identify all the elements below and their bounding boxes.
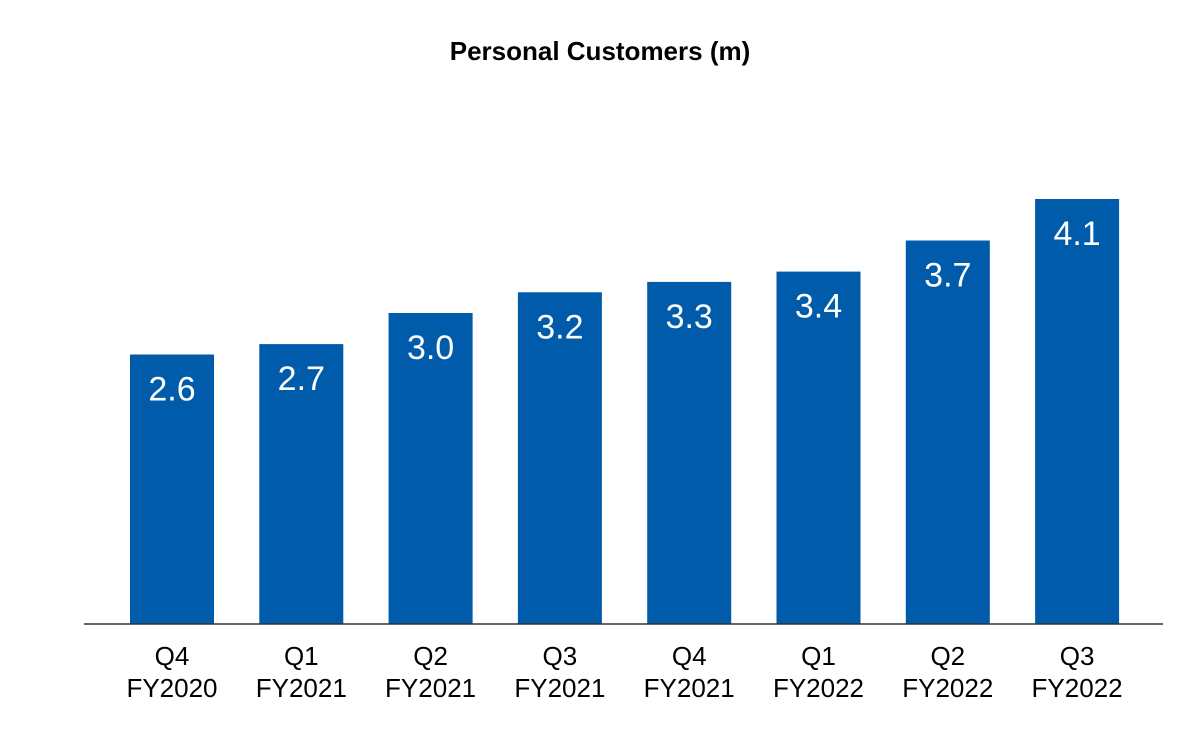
bar-value-label: 3.3 bbox=[666, 298, 713, 336]
x-tick-label: Q3 FY2022 bbox=[1032, 641, 1123, 703]
bar-value-label: 3.2 bbox=[536, 308, 583, 346]
x-tick-label: Q3 FY2021 bbox=[514, 641, 605, 703]
bar bbox=[1035, 199, 1120, 624]
x-tick-label: Q2 FY2021 bbox=[385, 641, 476, 703]
chart-title: Personal Customers (m) bbox=[449, 36, 751, 66]
bar-value-label: 2.6 bbox=[148, 371, 195, 409]
bar bbox=[905, 240, 990, 624]
bar-value-label: 3.4 bbox=[795, 288, 842, 326]
x-tick-label: Q2 FY2022 bbox=[902, 641, 993, 703]
bar bbox=[517, 292, 602, 624]
x-tick-label: Q1 FY2022 bbox=[773, 641, 864, 703]
x-tick-label: Q1 FY2021 bbox=[256, 641, 347, 703]
x-tick-label: Q4 FY2020 bbox=[126, 641, 217, 703]
bar bbox=[776, 271, 861, 624]
bar-value-label: 2.7 bbox=[278, 360, 325, 398]
bar-value-label: 3.0 bbox=[407, 329, 454, 367]
bar bbox=[130, 354, 214, 624]
bar-value-label: 4.1 bbox=[1053, 215, 1100, 253]
bar bbox=[647, 281, 732, 624]
bar-value-label: 3.7 bbox=[924, 257, 971, 295]
x-tick-label: Q4 FY2021 bbox=[644, 641, 735, 703]
bar bbox=[388, 313, 473, 624]
bar bbox=[259, 344, 344, 624]
